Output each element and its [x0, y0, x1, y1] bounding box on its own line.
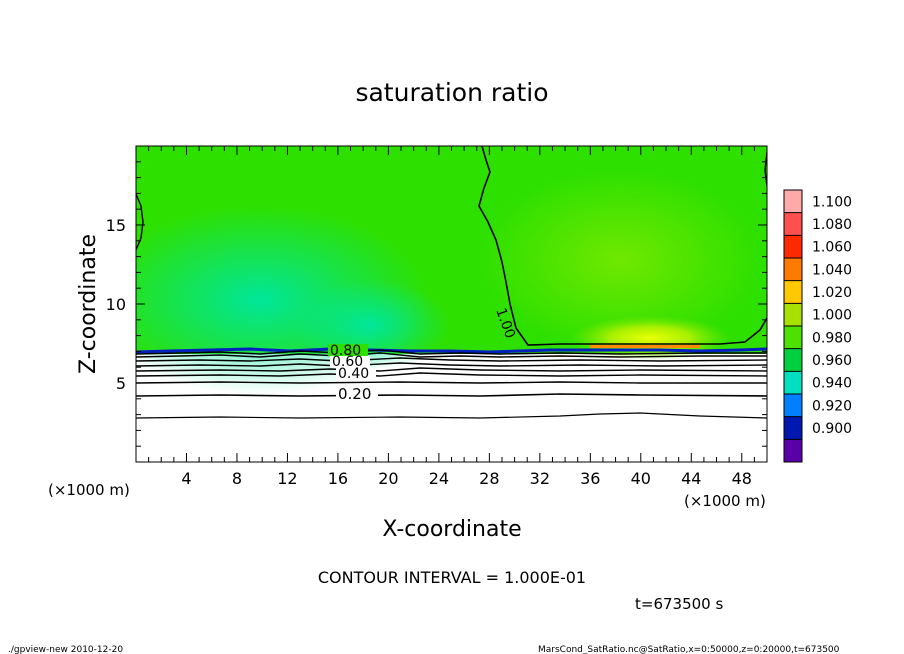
- contour-100: [478, 146, 767, 346]
- colorbar-swatch: [784, 258, 802, 282]
- colorbar-swatch: [784, 235, 802, 259]
- y-axis-label: Z-coordinate: [76, 234, 101, 374]
- x-tick-label: 4: [181, 469, 191, 488]
- colorbar-swatch: [784, 326, 802, 350]
- contour-label-080: 0.80: [330, 343, 361, 359]
- colorbar: 1.100 1.080 1.060 1.040 1.020 1.000 0.980 0.960…: [783, 189, 852, 463]
- colorbar-swatch: [784, 348, 802, 372]
- contour-label-060: 0.60: [332, 354, 363, 370]
- x-tick-label: 28: [479, 469, 499, 488]
- y-tick-label: 10: [106, 295, 126, 314]
- footer-left: ./gpview-new 2010-12-20: [8, 645, 123, 654]
- colorbar-level-label: 0.960: [812, 353, 852, 369]
- x-tick-label: 12: [277, 469, 297, 488]
- colorbar-swatch: [784, 439, 802, 463]
- colorbar-level-label: 1.060: [812, 240, 852, 256]
- colorbar-level-label: 0.940: [812, 376, 852, 392]
- label-bg-080: [328, 344, 368, 356]
- footer-right: MarsCond_SatRatio.nc@SatRatio,x=0:50000,…: [538, 645, 840, 654]
- plot-area: 0.80 0.60 0.40 0.20 1.00: [136, 146, 767, 462]
- colorbar-level-label: 0.900: [812, 421, 852, 437]
- contour-060: [136, 362, 767, 367]
- x-tick-label: 32: [530, 469, 550, 488]
- chart-title: saturation ratio: [355, 78, 548, 107]
- boundary-blue: [136, 347, 767, 354]
- colorbar-swatch: [784, 190, 802, 214]
- x-tick-label: 44: [681, 469, 701, 488]
- contour-label-040: 0.40: [338, 366, 369, 382]
- lime-region-right: [480, 170, 760, 350]
- x-axis: 4 8 12 16 20 24 28 32 36 40 44 48: [148, 146, 755, 488]
- contour-020: [136, 393, 767, 397]
- label-bg-020: [336, 388, 378, 402]
- y-axis: 5 10 15: [106, 161, 767, 447]
- contour-100-right: [764, 151, 767, 187]
- y-tick-label: 5: [116, 374, 126, 393]
- x-tick-label: 16: [328, 469, 348, 488]
- contour-010: [136, 412, 767, 419]
- colorbar-level-label: 1.100: [812, 194, 852, 210]
- contour-090: [136, 349, 767, 355]
- x-tick-label: 8: [232, 469, 242, 488]
- colorbar-level-label: 1.020: [812, 285, 852, 301]
- x-tick-label: 24: [429, 469, 449, 488]
- orange-strip: [590, 345, 700, 348]
- x-unit-right: (×1000 m): [684, 492, 766, 510]
- colorbar-swatch: [784, 212, 802, 236]
- contour-080: [136, 352, 767, 358]
- colorbar-level-label: 0.980: [812, 330, 852, 346]
- x-tick-label: 20: [378, 469, 398, 488]
- contour-100-left: [136, 193, 144, 251]
- contour-interval-text: CONTOUR INTERVAL = 1.000E-01: [318, 568, 586, 587]
- contour-070: [136, 357, 767, 362]
- colorbar-level-label: 1.040: [812, 262, 852, 278]
- x-tick-label: 36: [580, 469, 600, 488]
- contour-040: [136, 372, 767, 377]
- time-text: t=673500 s: [635, 595, 723, 613]
- colorbar-swatch: [784, 280, 802, 304]
- colorbar-swatch: [784, 416, 802, 440]
- colorbar-level-label: 0.920: [812, 398, 852, 414]
- label-bg-060: [330, 356, 370, 368]
- colorbar-level-label: 1.080: [812, 217, 852, 233]
- x-axis-label: X-coordinate: [382, 517, 521, 542]
- y-tick-label: 15: [106, 216, 126, 235]
- x-tick-label: 48: [732, 469, 752, 488]
- colorbar-swatch: [784, 371, 802, 395]
- colorbar-swatch: [784, 394, 802, 418]
- contour-030: [136, 381, 767, 384]
- x-tick-label: 40: [631, 469, 651, 488]
- label-bg-040: [336, 368, 376, 380]
- contour-050: [136, 367, 767, 372]
- contour-label-020: 0.20: [338, 385, 371, 403]
- colorbar-level-label: 1.000: [812, 308, 852, 324]
- x-unit-left: (×1000 m): [48, 481, 130, 499]
- colorbar-swatch: [784, 303, 802, 327]
